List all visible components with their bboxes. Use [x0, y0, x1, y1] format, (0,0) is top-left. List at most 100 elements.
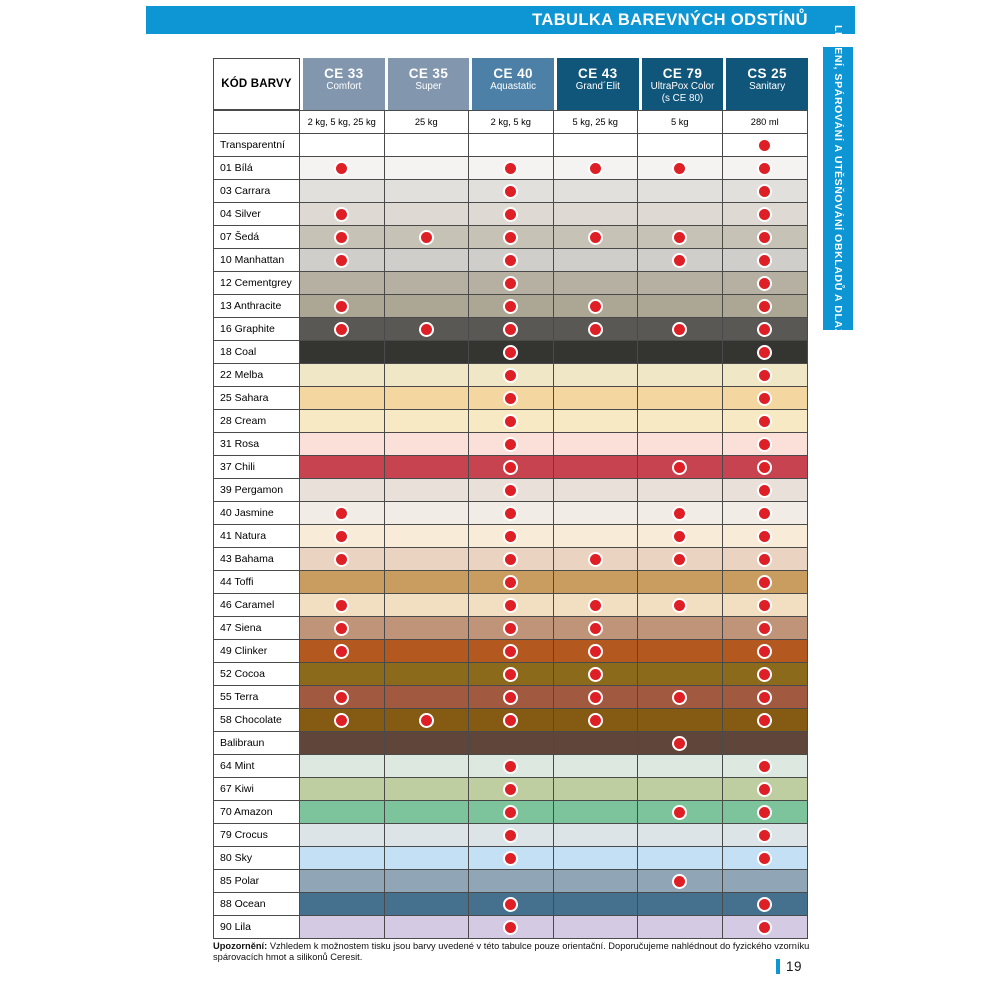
color-name-cell: 90 Lila	[214, 916, 300, 938]
availability-cell	[638, 226, 723, 248]
availability-cell	[553, 502, 638, 524]
color-row: 04 Silver	[214, 203, 807, 226]
package-size-cell: 2 kg, 5 kg	[469, 111, 554, 133]
availability-dot-icon	[503, 321, 519, 337]
availability-cell	[638, 663, 723, 685]
availability-cell	[553, 226, 638, 248]
availability-dot-icon	[503, 551, 519, 567]
availability-dot-icon	[503, 183, 519, 199]
availability-cell	[469, 203, 554, 225]
availability-cell	[300, 755, 385, 777]
color-name-cell: 40 Jasmine	[214, 502, 300, 524]
availability-dot-icon	[503, 850, 519, 866]
availability-cell	[638, 640, 723, 662]
availability-cell	[384, 732, 469, 754]
availability-cell	[469, 272, 554, 294]
availability-cell	[469, 134, 554, 156]
color-name-cell: 03 Carrara	[214, 180, 300, 202]
availability-cell	[469, 870, 554, 892]
section-tab-label: LEPENÍ, SPÁROVÁNÍ A UTĚSŇOVÁNÍ OBKLADŮ A…	[832, 25, 844, 352]
product-name: Grand´Elit	[575, 81, 620, 92]
availability-cell	[638, 387, 723, 409]
availability-cell	[553, 387, 638, 409]
availability-cell	[722, 203, 807, 225]
availability-cell	[300, 203, 385, 225]
product-header-cs-25: CS 25 Sanitary	[726, 58, 808, 110]
availability-cell	[384, 318, 469, 340]
availability-cell	[638, 180, 723, 202]
availability-dot-icon	[587, 597, 603, 613]
availability-dot-icon	[672, 735, 688, 751]
availability-cell	[384, 295, 469, 317]
availability-cell	[300, 318, 385, 340]
availability-cell	[469, 686, 554, 708]
availability-cell	[384, 778, 469, 800]
availability-cell	[638, 203, 723, 225]
product-header-ce-43: CE 43 Grand´Elit	[556, 58, 639, 110]
availability-dot-icon	[503, 758, 519, 774]
availability-cell	[722, 824, 807, 846]
availability-cell	[384, 847, 469, 869]
availability-cell	[384, 686, 469, 708]
product-code: CE 79	[662, 66, 703, 81]
availability-cell	[722, 249, 807, 271]
availability-dot-icon	[418, 712, 434, 728]
color-name-cell: 64 Mint	[214, 755, 300, 777]
availability-cell	[638, 893, 723, 915]
package-size-cell: 5 kg, 25 kg	[553, 111, 638, 133]
product-name: Comfort	[326, 81, 362, 92]
availability-dot-icon	[587, 298, 603, 314]
product-header-ce-40: CE 40 Aquastatic	[472, 58, 554, 110]
availability-cell	[553, 732, 638, 754]
color-row: 58 Chocolate	[214, 709, 807, 732]
availability-cell	[638, 824, 723, 846]
color-row: 40 Jasmine	[214, 502, 807, 525]
package-size-cell: 25 kg	[384, 111, 469, 133]
availability-cell	[722, 525, 807, 547]
availability-cell	[469, 640, 554, 662]
availability-dot-icon	[503, 643, 519, 659]
availability-cell	[384, 249, 469, 271]
availability-cell	[384, 617, 469, 639]
availability-cell	[384, 134, 469, 156]
availability-cell	[638, 502, 723, 524]
availability-cell	[300, 387, 385, 409]
color-name-cell: 25 Sahara	[214, 387, 300, 409]
color-name-cell: 46 Caramel	[214, 594, 300, 616]
availability-dot-icon	[503, 528, 519, 544]
availability-dot-icon	[503, 712, 519, 728]
availability-dot-icon	[503, 275, 519, 291]
availability-cell	[469, 433, 554, 455]
availability-cell	[469, 824, 554, 846]
availability-dot-icon	[757, 206, 773, 222]
availability-cell	[469, 778, 554, 800]
color-name-cell: 80 Sky	[214, 847, 300, 869]
product-name: Super	[415, 81, 442, 92]
color-row: 43 Bahama	[214, 548, 807, 571]
availability-dot-icon	[757, 919, 773, 935]
product-code: CS 25	[747, 66, 787, 81]
availability-cell	[384, 594, 469, 616]
availability-dot-icon	[757, 275, 773, 291]
availability-cell	[384, 548, 469, 570]
availability-dot-icon	[503, 919, 519, 935]
availability-cell	[384, 203, 469, 225]
availability-cell	[553, 847, 638, 869]
color-row: Balibraun	[214, 732, 807, 755]
availability-cell	[300, 617, 385, 639]
availability-cell	[722, 479, 807, 501]
availability-dot-icon	[757, 712, 773, 728]
availability-cell	[469, 801, 554, 823]
availability-cell	[384, 180, 469, 202]
availability-cell	[300, 157, 385, 179]
availability-dot-icon	[334, 689, 350, 705]
availability-cell	[722, 847, 807, 869]
availability-cell	[469, 249, 554, 271]
availability-cell	[722, 663, 807, 685]
availability-dot-icon	[757, 367, 773, 383]
availability-cell	[553, 893, 638, 915]
availability-cell	[638, 870, 723, 892]
availability-dot-icon	[587, 689, 603, 705]
package-row-empty-cell	[214, 111, 300, 133]
